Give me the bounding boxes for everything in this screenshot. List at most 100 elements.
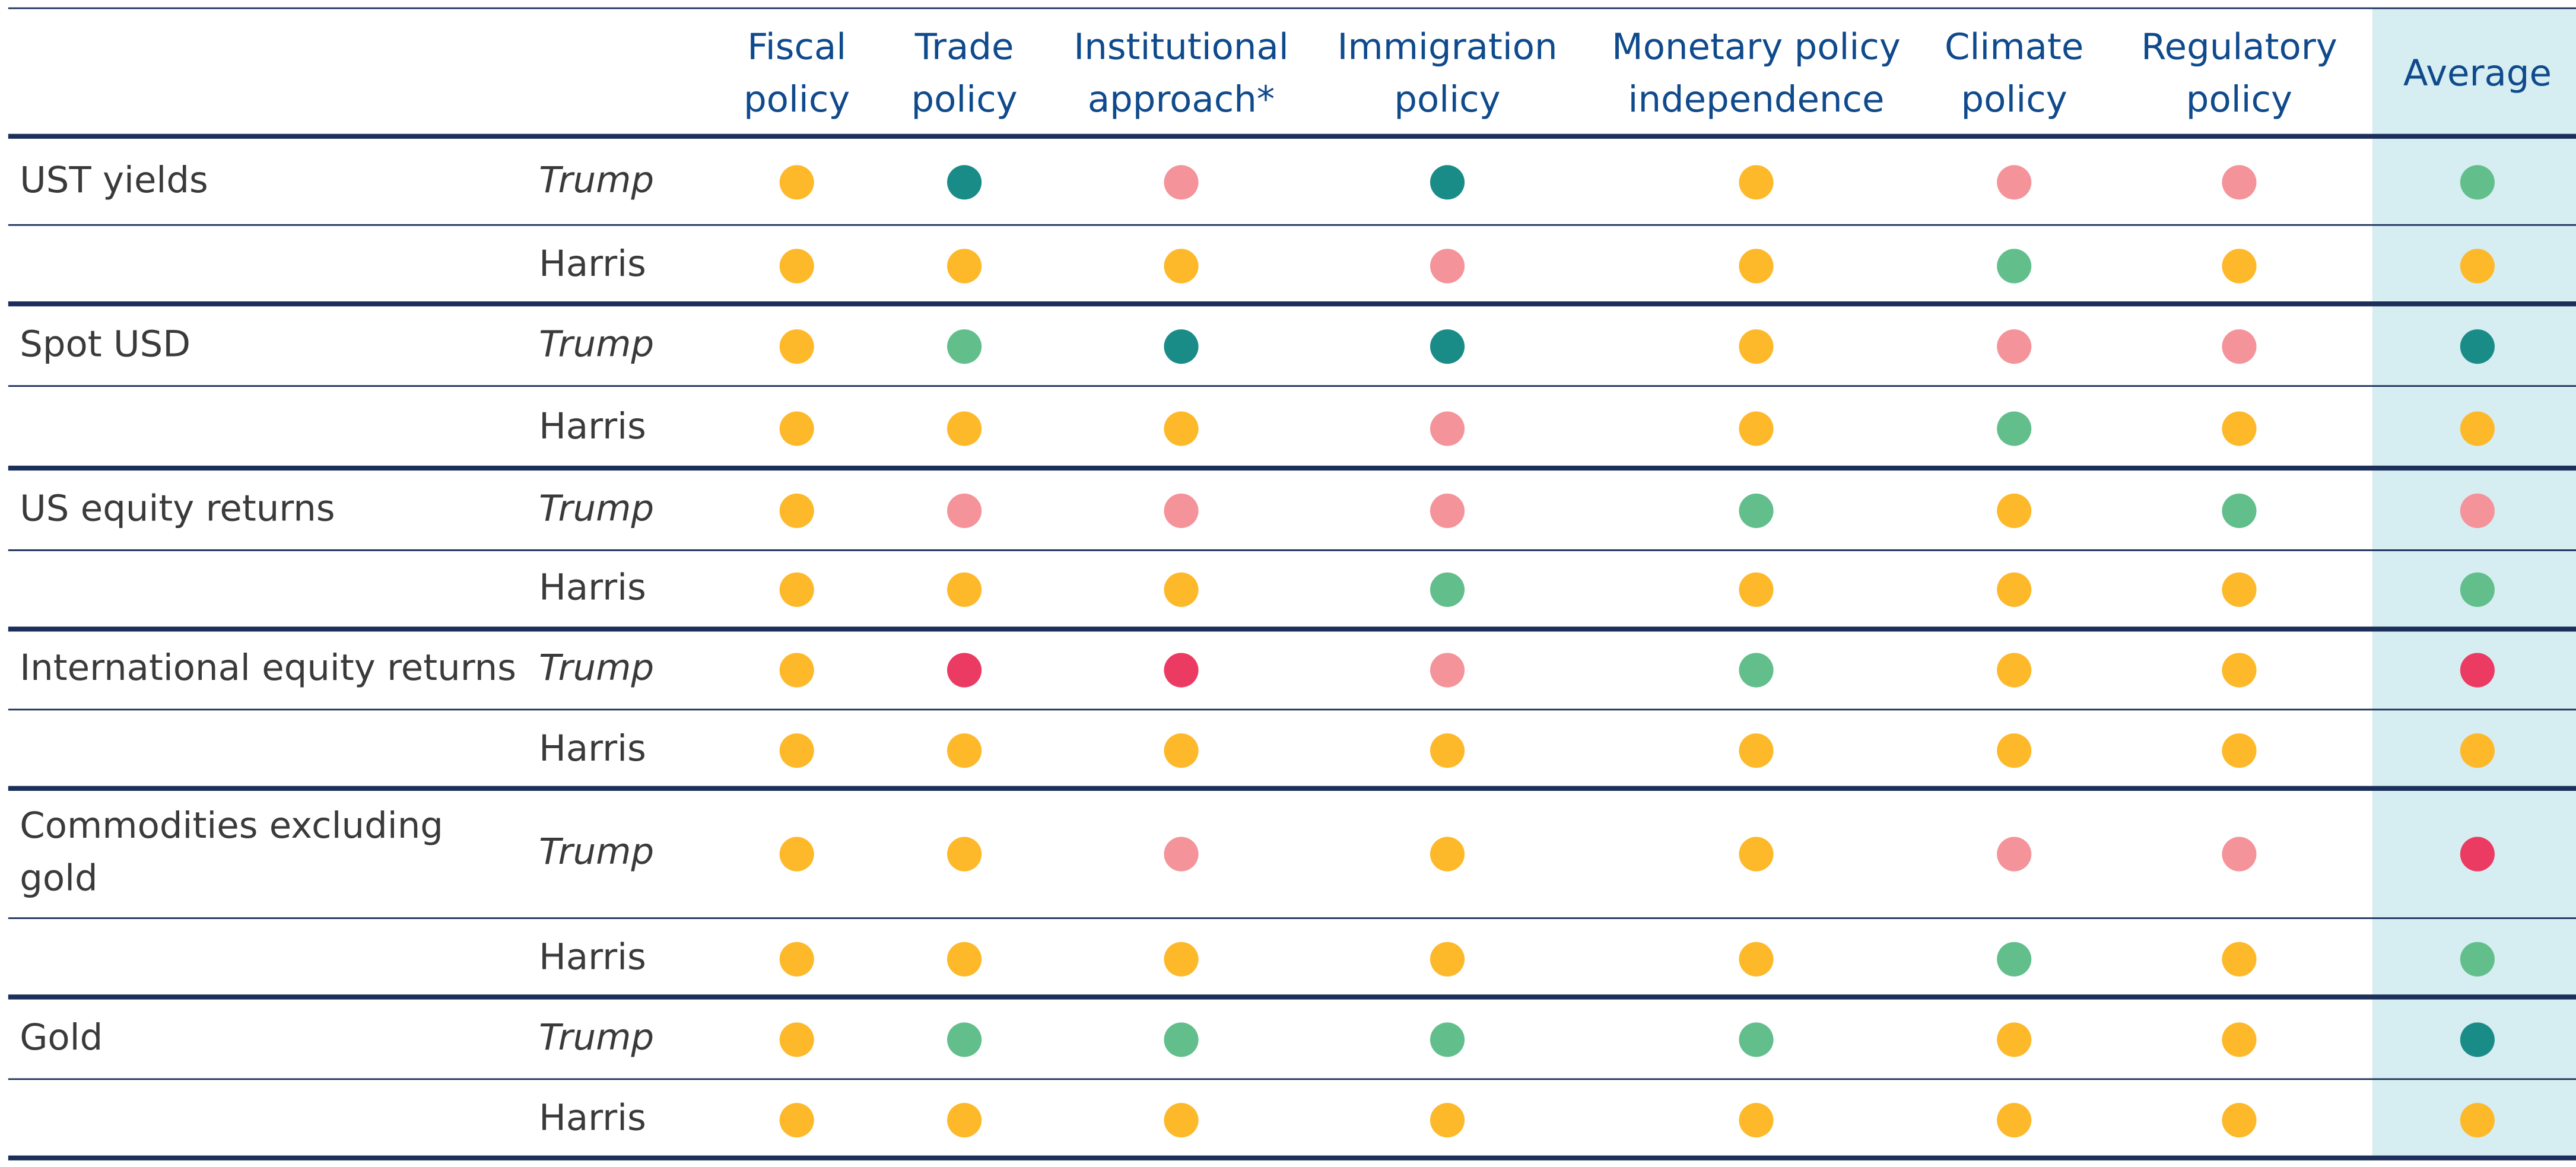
rating-dot [2222,249,2257,284]
column-header: policy [911,78,1017,120]
rating-dot [1739,329,1774,364]
candidate-label: Trump [539,831,654,873]
rating-dot [1164,493,1199,529]
rating-dot [2222,1103,2257,1138]
rating-dot [947,411,982,446]
rating-dot [947,493,982,529]
candidate-label: Trump [539,1016,654,1058]
rating-dot [2460,249,2495,284]
rating-dot [2460,942,2495,977]
rating-dot [779,411,814,446]
rating-dot [947,1022,982,1057]
rating-dot [1164,411,1199,446]
rating-dot [1739,165,1774,200]
rating-dot [1997,249,2032,284]
rating-dot [2460,572,2495,607]
rating-dot [1739,411,1774,446]
asset-label: International equity returns [20,647,516,689]
rating-dot [779,249,814,284]
rating-dot [779,572,814,607]
column-header: Trade [914,26,1014,68]
rating-dot [1164,572,1199,607]
column-header: Monetary policy [1612,26,1901,68]
rating-dot [2460,653,2495,688]
rating-dot [2222,942,2257,977]
rating-dot [779,165,814,200]
rating-dot [1164,733,1199,768]
asset-label: gold [20,857,97,899]
rating-dot [779,493,814,529]
rating-dot [2222,165,2257,200]
rating-dot [947,653,982,688]
rating-dot [2222,493,2257,529]
rating-dot [1997,165,2032,200]
rating-dot [947,733,982,768]
rating-dot [1164,1022,1199,1057]
rating-dot [947,329,982,364]
rating-dot [947,837,982,872]
rating-dot [1997,653,2032,688]
candidate-label: Trump [539,488,654,530]
column-header: Climate [1945,26,2083,68]
rating-dot [779,653,814,688]
asset-label: US equity returns [20,488,335,530]
rating-dot [1430,249,1465,284]
rating-dot [2222,411,2257,446]
rating-dot [1164,249,1199,284]
rating-dot [1997,1103,2032,1138]
rating-dot [947,572,982,607]
rating-dot [1164,942,1199,977]
rating-dot [2460,733,2495,768]
candidate-label: Harris [539,936,646,978]
rating-dot [2460,165,2495,200]
rating-dot [1997,493,2032,529]
rating-dot [2460,837,2495,872]
rating-dot [779,733,814,768]
rating-dot [947,1103,982,1138]
rating-dot [2222,653,2257,688]
column-header: Average [2403,52,2552,94]
rating-dot [779,837,814,872]
rating-dot [1430,1103,1465,1138]
rating-dot [1739,837,1774,872]
rating-dot [1997,942,2032,977]
column-header: policy [1961,78,2067,120]
rating-dot [2222,837,2257,872]
rating-dot [1430,653,1465,688]
rating-dot [1997,733,2032,768]
rating-dot [1430,837,1465,872]
column-header: approach* [1088,78,1275,120]
rating-dot [1997,1022,2032,1057]
rating-dot [1164,653,1199,688]
candidate-label: Harris [539,1097,646,1139]
candidate-label: Trump [539,323,654,365]
rating-dot [1164,165,1199,200]
rating-dot [1164,1103,1199,1138]
rating-dot [779,1103,814,1138]
column-header: policy [2186,78,2292,120]
column-header: Fiscal [747,26,846,68]
rating-dot [2460,411,2495,446]
rating-dot [779,1022,814,1057]
rating-dot [2222,572,2257,607]
candidate-label: Trump [539,647,654,689]
column-header: Institutional [1073,26,1288,68]
rating-dot [2222,1022,2257,1057]
rating-dot [1164,329,1199,364]
rating-dot [1997,411,2032,446]
rating-dot [1739,653,1774,688]
column-header: policy [1394,78,1500,120]
rating-dot [1739,733,1774,768]
column-header: Regulatory [2141,26,2337,68]
asset-label: Gold [20,1016,103,1058]
rating-dot [947,249,982,284]
column-header: policy [744,78,850,120]
rating-dot [1430,493,1465,529]
rating-dot [1997,837,2032,872]
candidate-label: Harris [539,566,646,608]
rating-dot [1430,411,1465,446]
rating-dot [2222,733,2257,768]
rating-dot [1430,329,1465,364]
